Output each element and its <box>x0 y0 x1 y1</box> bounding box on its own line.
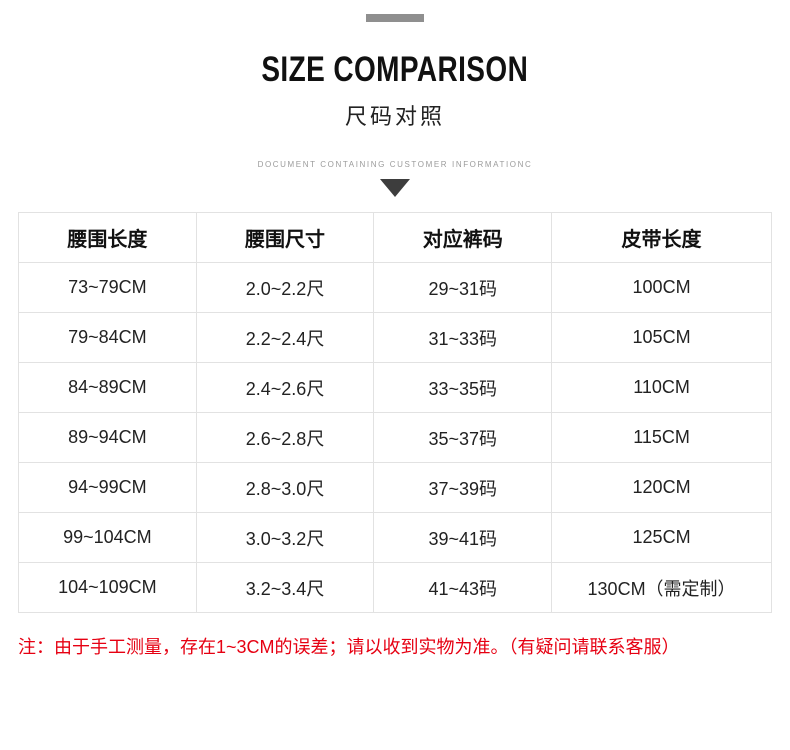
table-cell: 3.2~3.4尺 <box>195 562 375 613</box>
page-title: SIZE COMPARISON <box>261 50 529 89</box>
table-cell: 94~99CM <box>18 462 197 513</box>
table-header-cell-waist-size: 腰围尺寸 <box>195 212 375 263</box>
table-cell: 125CM <box>551 512 772 563</box>
table-cell: 2.0~2.2尺 <box>195 262 375 313</box>
table-row: 79~84CM 2.2~2.4尺 31~33码 105CM <box>18 312 772 363</box>
table-cell: 105CM <box>551 312 772 363</box>
table-cell: 41~43码 <box>373 562 553 613</box>
table-cell: 110CM <box>551 362 772 413</box>
table-cell: 31~33码 <box>373 312 553 363</box>
table-cell: 79~84CM <box>18 312 197 363</box>
table-cell: 2.4~2.6尺 <box>195 362 375 413</box>
table-cell: 39~41码 <box>373 512 553 563</box>
table-cell: 84~89CM <box>18 362 197 413</box>
table-cell: 2.2~2.4尺 <box>195 312 375 363</box>
table-row: 89~94CM 2.6~2.8尺 35~37码 115CM <box>18 412 772 463</box>
page-subtitle: 尺码对照 <box>344 104 445 129</box>
top-accent-bar <box>366 14 424 22</box>
table-header-row: 腰围长度 腰围尺寸 对应裤码 皮带长度 <box>18 212 772 263</box>
table-cell: 120CM <box>551 462 772 513</box>
table-cell: 89~94CM <box>18 412 197 463</box>
table-cell: 33~35码 <box>373 362 553 413</box>
note-text: 注：由于手工测量，存在1~3CM的误差；请以收到实物为准。（有疑问请联系客服） <box>18 637 680 657</box>
table-cell: 100CM <box>551 262 772 313</box>
arrow-down-icon <box>380 179 410 197</box>
table-row: 99~104CM 3.0~3.2尺 39~41码 125CM <box>18 512 772 563</box>
table-cell: 115CM <box>551 412 772 463</box>
table-cell: 35~37码 <box>373 412 553 463</box>
table-cell: 2.8~3.0尺 <box>195 462 375 513</box>
table-cell: 130CM（需定制） <box>551 562 772 613</box>
table-header-cell-belt-length: 皮带长度 <box>551 212 772 263</box>
tagline-text: DOCUMENT CONTAINING CUSTOMER INFORMATION… <box>257 160 533 169</box>
table-cell: 29~31码 <box>373 262 553 313</box>
table-row: 84~89CM 2.4~2.6尺 33~35码 110CM <box>18 362 772 413</box>
table-row: 73~79CM 2.0~2.2尺 29~31码 100CM <box>18 262 772 313</box>
size-table: 腰围长度 腰围尺寸 对应裤码 皮带长度 73~79CM 2.0~2.2尺 29~… <box>18 212 772 613</box>
table-cell: 104~109CM <box>18 562 197 613</box>
table-cell: 99~104CM <box>18 512 197 563</box>
table-cell: 37~39码 <box>373 462 553 513</box>
table-cell: 3.0~3.2尺 <box>195 512 375 563</box>
table-cell: 2.6~2.8尺 <box>195 412 375 463</box>
table-cell: 73~79CM <box>18 262 197 313</box>
page-title-wrap: SIZE COMPARISON <box>0 50 790 90</box>
table-row: 104~109CM 3.2~3.4尺 41~43码 130CM（需定制） <box>18 562 772 613</box>
table-row: 94~99CM 2.8~3.0尺 37~39码 120CM <box>18 462 772 513</box>
table-header-cell-waist-length: 腰围长度 <box>18 212 197 263</box>
table-header-cell-pants-size: 对应裤码 <box>373 212 553 263</box>
